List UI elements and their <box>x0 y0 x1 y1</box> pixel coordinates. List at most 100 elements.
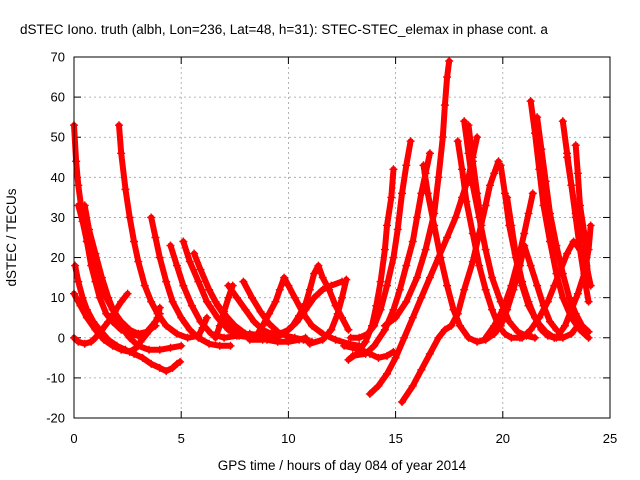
y-tick-label: 50 <box>51 130 65 145</box>
data-arc <box>211 281 237 342</box>
data-point <box>187 301 196 310</box>
data-point <box>380 321 389 330</box>
data-point <box>138 353 147 362</box>
data-point <box>91 249 100 258</box>
data-arc <box>464 121 486 230</box>
data-arc <box>245 261 353 344</box>
data-point <box>134 329 143 338</box>
data-series <box>70 57 595 406</box>
data-point <box>196 317 205 326</box>
data-point <box>179 237 188 246</box>
data-point <box>507 281 516 290</box>
x-tick-label: 25 <box>603 431 617 446</box>
data-point <box>402 297 411 306</box>
data-point <box>155 253 164 262</box>
data-point <box>481 333 490 342</box>
data-point <box>142 327 151 336</box>
data-point <box>342 275 351 284</box>
data-point <box>571 141 580 150</box>
data-point <box>162 367 171 376</box>
data-point <box>318 335 327 344</box>
data-arc <box>252 273 364 350</box>
data-point <box>97 325 106 334</box>
data-point <box>573 169 582 178</box>
data-point <box>425 149 434 158</box>
data-point <box>507 333 516 342</box>
data-point <box>305 285 314 294</box>
data-point <box>305 339 314 348</box>
data-point <box>563 153 572 162</box>
data-point <box>194 333 203 342</box>
data-point <box>177 341 186 350</box>
data-point <box>391 313 400 322</box>
data-point <box>533 281 542 290</box>
data-point <box>125 347 134 356</box>
data-point <box>398 397 407 406</box>
data-point <box>481 245 490 254</box>
data-point <box>290 293 299 302</box>
data-point <box>383 281 392 290</box>
data-point <box>440 325 449 334</box>
data-arc <box>503 193 559 342</box>
data-point <box>280 329 289 338</box>
data-arc <box>460 117 539 342</box>
data-point <box>389 253 398 262</box>
data-point <box>419 161 428 170</box>
data-point <box>443 73 452 82</box>
data-point <box>524 209 533 218</box>
y-tick-label: 40 <box>51 170 65 185</box>
data-arc <box>70 289 132 348</box>
data-point <box>406 137 415 146</box>
data-point <box>147 213 156 222</box>
data-point <box>325 285 334 294</box>
data-point <box>151 321 160 330</box>
data-point <box>475 261 484 270</box>
data-point <box>537 325 546 334</box>
data-point <box>202 313 211 322</box>
data-point <box>584 245 593 254</box>
x-tick-label: 20 <box>496 431 510 446</box>
data-point <box>288 321 297 330</box>
y-tick-label: 20 <box>51 250 65 265</box>
data-point <box>232 293 241 302</box>
data-point <box>145 345 154 354</box>
data-point <box>513 257 522 266</box>
data-point <box>560 321 569 330</box>
data-point <box>545 209 554 218</box>
data-point <box>74 337 83 346</box>
data-point <box>344 325 353 334</box>
data-point <box>348 343 357 352</box>
data-point <box>125 333 134 342</box>
data-point <box>211 333 220 342</box>
data-point <box>543 331 552 340</box>
data-point <box>423 189 432 198</box>
data-point <box>220 333 229 342</box>
data-point <box>413 213 422 222</box>
data-point <box>295 311 304 320</box>
data-point <box>162 277 171 286</box>
data-point <box>408 381 417 390</box>
data-point <box>389 305 398 314</box>
data-point <box>365 389 374 398</box>
data-point <box>71 261 80 270</box>
data-point <box>578 321 587 330</box>
data-point <box>155 345 164 354</box>
x-tick-label: 5 <box>178 431 185 446</box>
data-arc <box>80 201 186 354</box>
data-point <box>97 273 106 282</box>
data-point <box>299 335 308 344</box>
data-point <box>584 297 593 306</box>
data-point <box>586 281 595 290</box>
data-point <box>91 333 100 342</box>
plot-frame <box>73 56 611 419</box>
data-point <box>391 353 400 362</box>
data-point <box>520 229 529 238</box>
arc-trail <box>465 122 485 229</box>
data-point <box>571 309 580 318</box>
data-point <box>211 297 220 306</box>
x-axis-label: GPS time / hours of day 084 of year 2014 <box>218 458 467 473</box>
data-point <box>140 281 149 290</box>
data-point <box>565 293 574 302</box>
data-point <box>247 293 256 302</box>
